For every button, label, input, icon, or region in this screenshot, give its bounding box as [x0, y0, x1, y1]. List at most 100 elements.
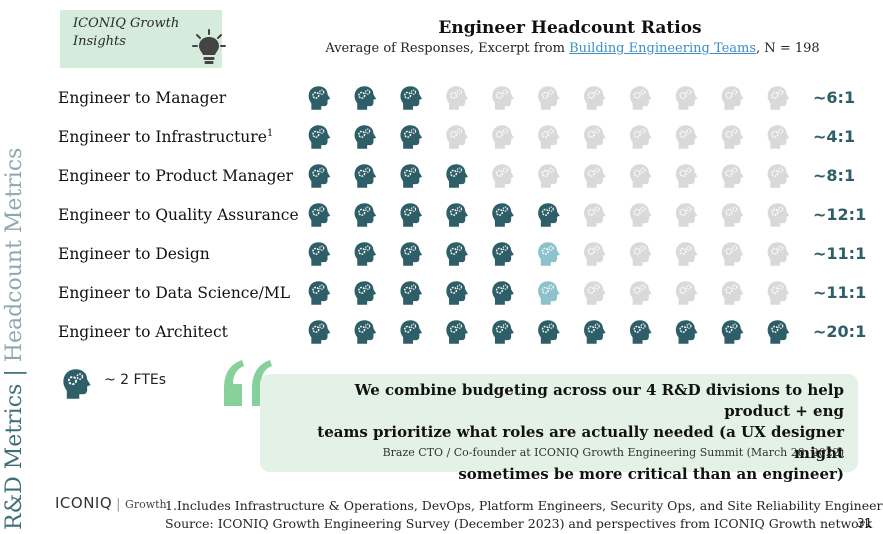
head-gears-icon: [63, 369, 91, 399]
footnote: 1.Includes Infrastructure & Operations, …: [165, 498, 883, 513]
logo-pipe: |: [116, 497, 122, 512]
row-label-text: Engineer to Architect: [58, 323, 228, 341]
empty-head-icon: [446, 125, 468, 149]
filled-head-icon: [308, 86, 331, 110]
filled-head-icon: [400, 125, 423, 149]
empty-head-icon: [584, 203, 606, 227]
partial-head-icon: [538, 242, 560, 266]
empty-head-icon: [584, 125, 606, 149]
row-label: Engineer to Architect: [58, 320, 228, 344]
filled-head-icon: [584, 320, 606, 344]
empty-head-icon: [629, 86, 652, 110]
badge-line2: Insights: [73, 34, 126, 49]
empty-head-icon: [446, 86, 468, 110]
row-ratio: ~20:1: [813, 322, 867, 341]
filled-head-icon: [308, 164, 331, 188]
row-ratio: ~11:1: [813, 283, 867, 302]
empty-head-icon: [767, 281, 790, 305]
quote-attribution: Braze CTO / Co-founder at ICONIQ Growth …: [382, 446, 844, 459]
subtitle-suffix: , N = 198: [756, 41, 820, 56]
empty-head-icon: [721, 164, 744, 188]
empty-head-icon: [767, 125, 790, 149]
filled-head-icon: [308, 203, 331, 227]
filled-head-icon: [767, 320, 790, 344]
row-label-text: Engineer to Design: [58, 245, 210, 263]
empty-head-icon: [629, 242, 652, 266]
filled-head-icon: [354, 203, 377, 227]
row-ratio: ~8:1: [813, 166, 856, 185]
empty-head-icon: [584, 242, 606, 266]
row-label-text: Engineer to Product Manager: [58, 167, 294, 185]
empty-head-icon: [538, 164, 560, 188]
row-ratio: ~4:1: [813, 127, 856, 146]
row-ratio: ~11:1: [813, 244, 867, 263]
filled-head-icon: [446, 320, 468, 344]
row-label: Engineer to Product Manager: [58, 164, 293, 188]
empty-head-icon: [584, 164, 606, 188]
filled-head-icon: [354, 164, 377, 188]
empty-head-icon: [538, 86, 560, 110]
badge-line1: ICONIQ Growth: [73, 16, 180, 31]
insights-badge: ICONIQ Growth Insights: [60, 10, 226, 68]
empty-head-icon: [675, 86, 698, 110]
empty-head-icon: [538, 125, 560, 149]
filled-head-icon: [721, 320, 744, 344]
filled-head-icon: [400, 203, 423, 227]
filled-head-icon: [308, 281, 331, 305]
quote-box: We combine budgeting across our 4 R&D di…: [260, 374, 858, 483]
empty-head-icon: [767, 86, 790, 110]
empty-head-icon: [721, 203, 744, 227]
filled-head-icon: [446, 281, 468, 305]
filled-head-icon: [354, 86, 377, 110]
empty-head-icon: [721, 86, 744, 110]
empty-head-icon: [767, 164, 790, 188]
filled-head-icon: [354, 125, 377, 149]
filled-head-icon: [308, 125, 331, 149]
row-label: Engineer to Manager: [58, 86, 226, 110]
filled-head-icon: [492, 281, 514, 305]
logo-growth: Growth: [125, 498, 167, 511]
quote-line3: sometimes be more critical than an engin…: [458, 465, 844, 483]
iconiq-logo: ICONIQ | Growth: [55, 494, 167, 512]
quote-text: We combine budgeting across our 4 R&D di…: [284, 380, 844, 485]
page-number: 31: [857, 516, 873, 530]
quote-line1: We combine budgeting across our 4 R&D di…: [354, 381, 844, 420]
row-label-text: Engineer to Data Science/ML: [58, 284, 291, 302]
side-title-main: R&D Metrics: [2, 383, 27, 530]
filled-head-icon: [446, 242, 468, 266]
empty-head-icon: [675, 242, 698, 266]
quote-line2: teams prioritize what roles are actually…: [317, 423, 844, 462]
filled-head-icon: [400, 242, 423, 266]
subtitle-prefix: Average of Responses, Excerpt from: [325, 41, 570, 56]
report-link[interactable]: Building Engineering Teams: [569, 41, 757, 56]
row-label-text: Engineer to Quality Assurance: [58, 206, 299, 224]
empty-head-icon: [675, 125, 698, 149]
filled-head-icon: [538, 203, 560, 227]
empty-head-icon: [721, 242, 744, 266]
empty-head-icon: [492, 164, 514, 188]
filled-head-icon: [629, 320, 652, 344]
empty-head-icon: [721, 125, 744, 149]
empty-head-icon: [721, 281, 744, 305]
empty-head-icon: [629, 203, 652, 227]
empty-head-icon: [675, 203, 698, 227]
filled-head-icon: [492, 242, 514, 266]
empty-head-icon: [492, 125, 514, 149]
row-label: Engineer to Data Science/ML: [58, 281, 290, 305]
row-label: Engineer to Quality Assurance: [58, 203, 299, 227]
filled-head-icon: [400, 320, 423, 344]
row-label: Engineer to Infrastructure1: [58, 125, 273, 149]
row-label: Engineer to Design: [58, 242, 210, 266]
filled-head-icon: [308, 242, 331, 266]
row-label-text: Engineer to Infrastructure: [58, 128, 267, 146]
chart-subtitle: Average of Responses, Excerpt from Build…: [300, 41, 845, 56]
empty-head-icon: [767, 203, 790, 227]
empty-head-icon: [629, 125, 652, 149]
row-ratio: ~12:1: [813, 205, 867, 224]
empty-head-icon: [767, 242, 790, 266]
empty-head-icon: [675, 164, 698, 188]
empty-head-icon: [629, 164, 652, 188]
empty-head-icon: [584, 281, 606, 305]
filled-head-icon: [446, 203, 468, 227]
filled-head-icon: [354, 242, 377, 266]
